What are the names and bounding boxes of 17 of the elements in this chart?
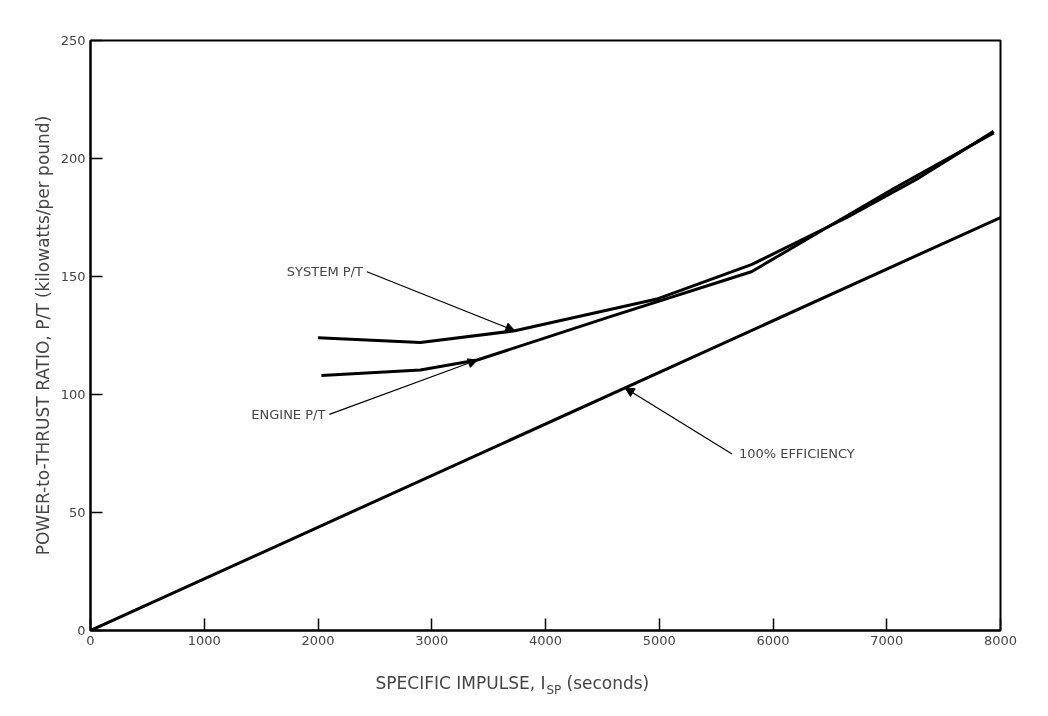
- x-tick-label: 8000: [983, 632, 1018, 648]
- x-tick-label: 1000: [187, 632, 221, 648]
- y-axis-title: POWER-to-THRUST RATIO, P/T (kilowatts/per pound): [32, 115, 53, 556]
- y-tick-label: 100: [60, 387, 86, 402]
- y-tick-label: 200: [60, 151, 86, 166]
- x-tick-label: 2000: [301, 632, 335, 648]
- x-tick-label: 4000: [528, 632, 563, 648]
- x-tick-label: 6000: [756, 632, 790, 648]
- x-tick-label: 5000: [642, 632, 676, 648]
- y-tick-label: 250: [60, 33, 86, 48]
- x-tick-label: 7000: [870, 632, 904, 648]
- x-tick-label: 3000: [415, 632, 449, 648]
- y-tick-label: 50: [68, 505, 86, 520]
- annotation: ENGINE P/T: [251, 406, 326, 422]
- annotation: 100% EFFICIENCY: [738, 446, 855, 462]
- annotation: SYSTEM P/T: [286, 264, 363, 280]
- y-tick-label: 150: [60, 269, 86, 284]
